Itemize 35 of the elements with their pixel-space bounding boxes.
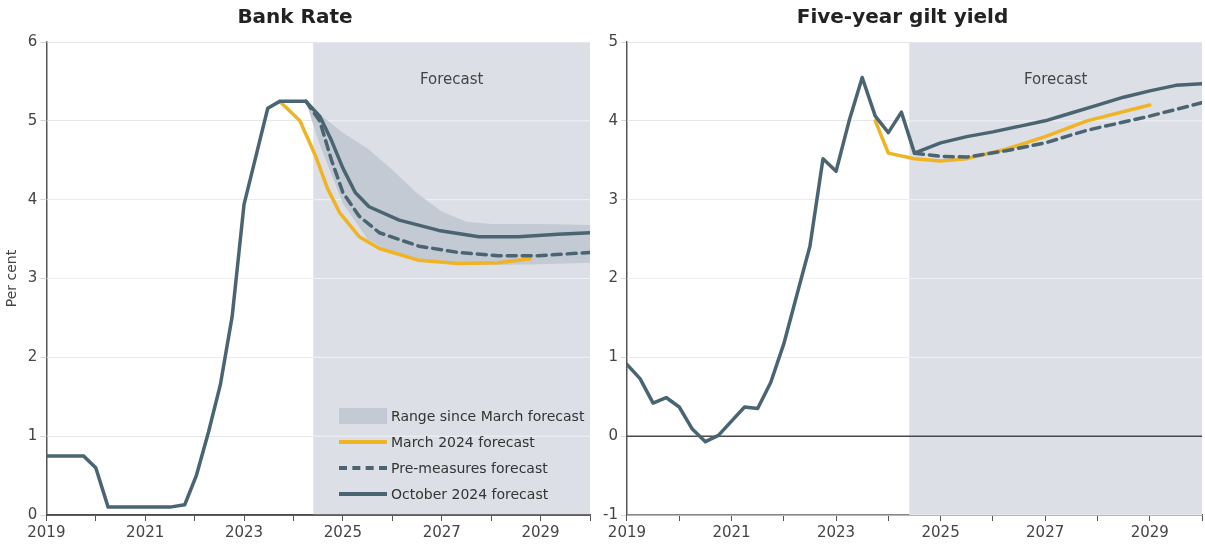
chart-title: Bank Rate bbox=[237, 4, 353, 29]
y-tick-label: 1 bbox=[27, 426, 38, 445]
y-tick-label: -1 bbox=[602, 504, 618, 523]
y-tick-label: 5 bbox=[608, 31, 618, 50]
legend-label: Pre-measures forecast bbox=[391, 460, 548, 476]
x-tick-label: 2025 bbox=[921, 522, 960, 541]
x-tick-label: 2027 bbox=[422, 522, 461, 541]
y-tick-label: 2 bbox=[608, 268, 618, 287]
y-tick-label: 4 bbox=[608, 110, 618, 129]
x-tick-label: 2029 bbox=[1130, 522, 1169, 541]
x-tick-label: 2027 bbox=[1026, 522, 1065, 541]
y-tick-label: 2 bbox=[27, 347, 38, 366]
x-tick-label: 2023 bbox=[224, 522, 264, 541]
legend-label: March 2024 forecast bbox=[391, 434, 535, 450]
y-tick-label: 3 bbox=[608, 189, 618, 208]
y-tick-label: 0 bbox=[27, 504, 38, 523]
y-tick-label: 1 bbox=[608, 347, 618, 366]
legend-label: October 2024 forecast bbox=[391, 486, 549, 502]
x-tick-label: 2021 bbox=[126, 522, 165, 541]
x-tick-label: 2025 bbox=[323, 522, 362, 541]
y-axis-title: Per cent bbox=[3, 249, 20, 308]
y-tick-label: 3 bbox=[27, 268, 38, 287]
y-tick-label: 0 bbox=[608, 426, 618, 445]
y-tick-label: 4 bbox=[27, 189, 38, 208]
x-tick-label: 2023 bbox=[816, 522, 856, 541]
y-tick-label: 5 bbox=[27, 110, 38, 129]
band-label: Forecast bbox=[1023, 69, 1088, 88]
x-tick-label: 2019 bbox=[27, 522, 66, 541]
band-label: Forecast bbox=[419, 69, 484, 88]
chart-title: Five-year gilt yield bbox=[796, 4, 1009, 29]
legend-label: Range since March forecast bbox=[391, 408, 585, 424]
x-tick-label: 2019 bbox=[607, 522, 647, 541]
y-tick-label: 6 bbox=[27, 31, 38, 50]
x-tick-label: 2021 bbox=[712, 522, 751, 541]
x-tick-label: 2029 bbox=[521, 522, 560, 541]
